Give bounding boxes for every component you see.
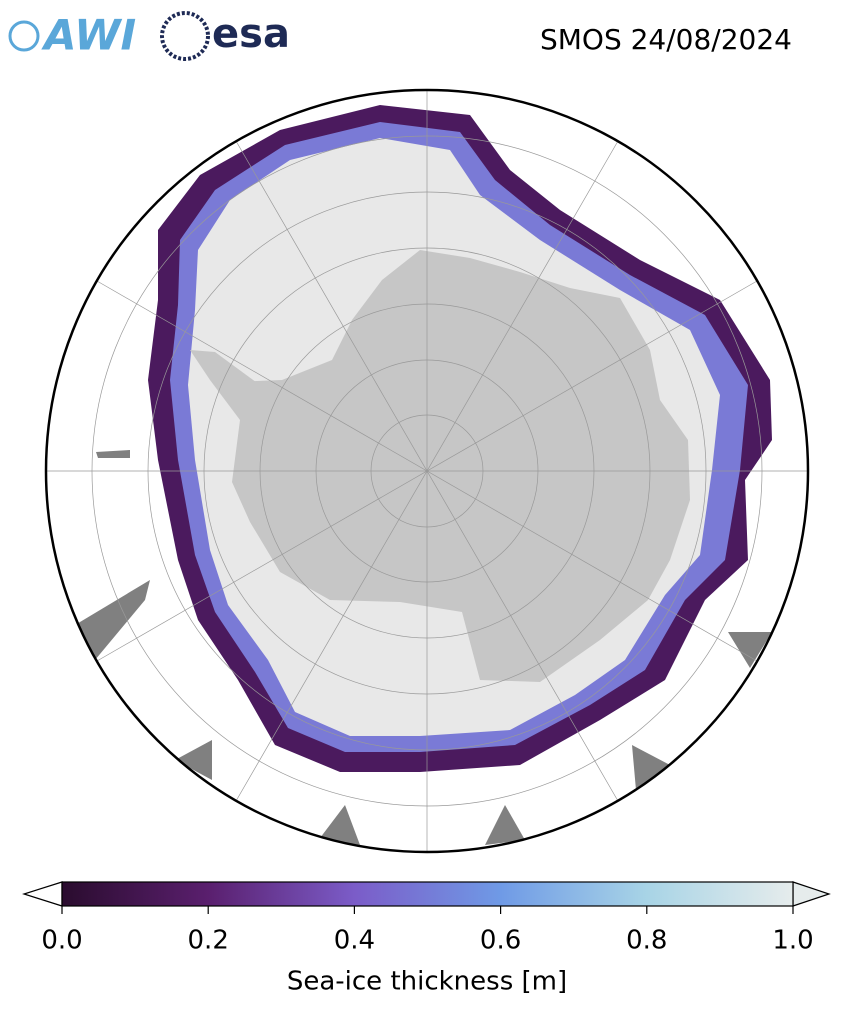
colorbar-tick-label: 0.2 <box>188 926 229 956</box>
colorbar-tick-label: 0.6 <box>480 926 521 956</box>
map-title: SMOS 24/08/2024 <box>540 23 792 56</box>
colorbar-tick-label: 1.0 <box>772 926 813 956</box>
map <box>46 90 808 852</box>
antarctica <box>232 250 690 682</box>
land-outside <box>75 450 772 845</box>
colorbar-tick-label: 0.8 <box>626 926 667 956</box>
graticule <box>46 90 808 852</box>
peninsula <box>190 350 260 420</box>
logo-text: esa <box>212 11 290 57</box>
extend-min <box>22 881 63 907</box>
logo-esa: esa <box>160 11 290 61</box>
map-frame <box>44 88 810 854</box>
colorbar-gradient <box>61 881 794 907</box>
extend-max <box>792 881 831 907</box>
colorbar-tick-label: 0.0 <box>41 926 82 956</box>
colorbar: Sea-ice thickness [m] 0.0 0.2 0.4 0.6 0.8 1.0 <box>22 881 831 997</box>
logo-text: AWI <box>41 11 136 60</box>
colorbar-tick-label: 0.4 <box>334 926 375 956</box>
logo-awi: AWI <box>8 11 136 60</box>
colorbar-label: Sea-ice thickness [m] <box>287 967 567 997</box>
